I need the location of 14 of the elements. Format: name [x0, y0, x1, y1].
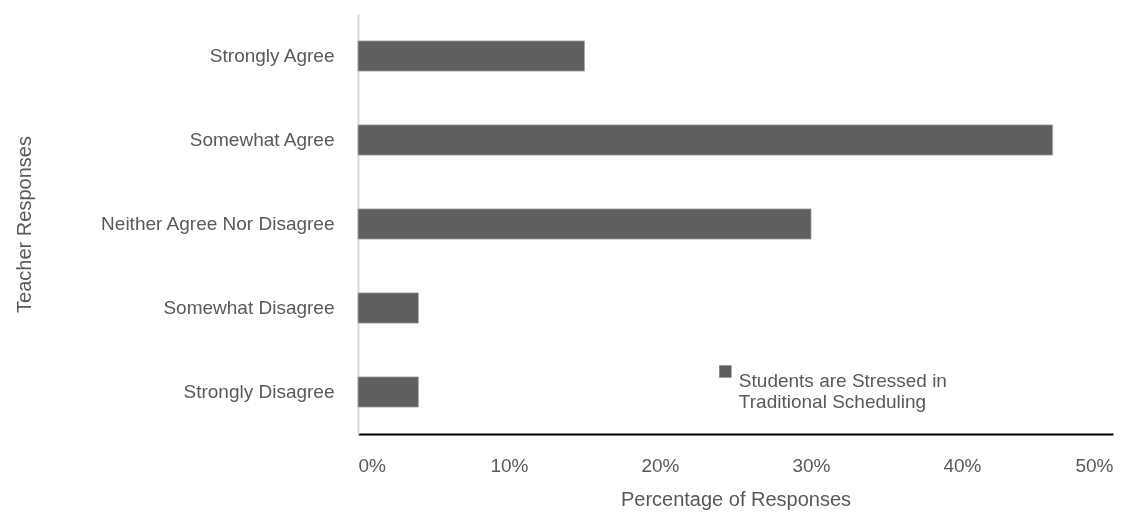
x-axis-title: Percentage of Responses — [620, 487, 852, 510]
y-tick-label: Strongly Disagree — [183, 381, 335, 402]
x-tick-label: 50% — [1075, 454, 1114, 476]
y-tick-label: Somewhat Disagree — [163, 297, 335, 318]
y-tick-label: Strongly Agree — [209, 45, 335, 66]
x-tick-label: 10% — [490, 454, 529, 476]
y-tick-label: Neither Agree Nor Disagree — [101, 213, 335, 234]
y-axis-title: Teacher Responses — [12, 136, 35, 313]
x-tick-label: 0% — [358, 454, 387, 476]
legend-label: Students are Stressed in Traditional Scheduling — [738, 369, 947, 412]
x-tick-label: 20% — [641, 454, 680, 476]
x-tick-label: 30% — [792, 454, 831, 476]
y-tick-label: Somewhat Agree — [189, 129, 335, 150]
x-tick-label: 40% — [943, 454, 982, 476]
